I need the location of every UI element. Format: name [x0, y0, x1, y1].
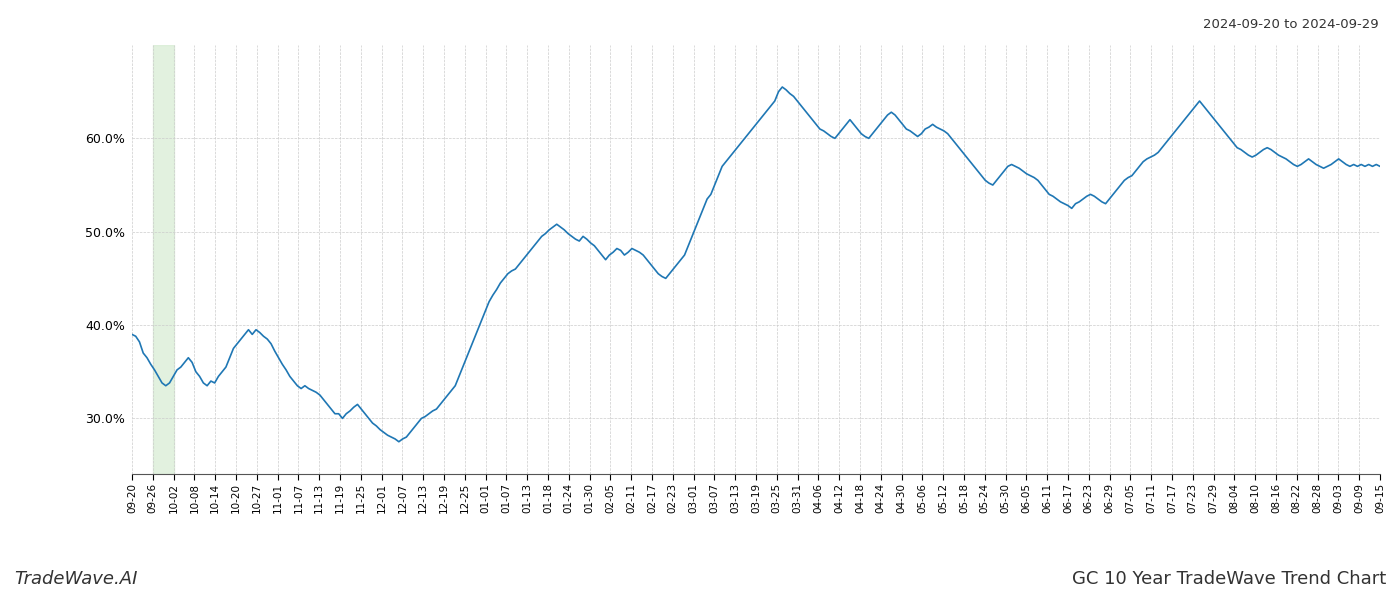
Text: 2024-09-20 to 2024-09-29: 2024-09-20 to 2024-09-29 — [1204, 18, 1379, 31]
Text: TradeWave.AI: TradeWave.AI — [14, 570, 137, 588]
Bar — [153, 45, 174, 475]
Text: GC 10 Year TradeWave Trend Chart: GC 10 Year TradeWave Trend Chart — [1072, 570, 1386, 588]
